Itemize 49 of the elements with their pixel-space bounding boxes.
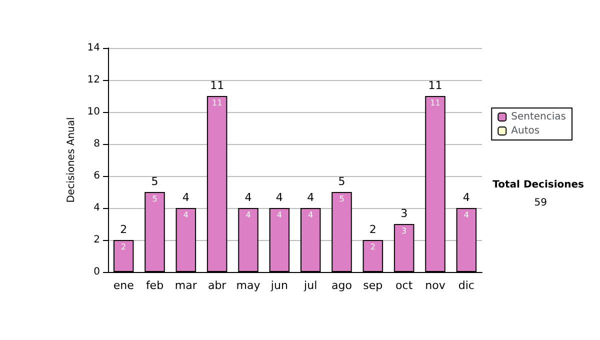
total-label: 4 — [462, 191, 470, 204]
x-tick-label: abr — [208, 279, 227, 292]
text: Total Decisiones — [492, 180, 584, 190]
y-tick-label: 12 — [87, 74, 100, 86]
data-label: 5 — [339, 194, 344, 204]
data-label: 4 — [246, 210, 251, 220]
total-label: 4 — [307, 191, 314, 204]
x-tick-label: may — [236, 279, 261, 292]
total-label: 2 — [120, 223, 128, 236]
x-tick-label: oct — [396, 279, 414, 292]
text: 59 — [534, 198, 548, 208]
y-tick-label: 4 — [94, 202, 100, 214]
data-label: 4 — [183, 210, 188, 220]
y-tick-label: 14 — [87, 42, 100, 54]
total-label: 2 — [369, 223, 376, 236]
x-tick-label: jun — [270, 279, 288, 292]
legend-label: Autos — [511, 126, 540, 136]
y-tick-label: 8 — [94, 138, 100, 150]
total-label: 4 — [244, 191, 252, 204]
total-label: 11 — [428, 79, 442, 92]
x-tick-label: ago — [332, 279, 352, 292]
y-tick-label: 10 — [87, 106, 100, 118]
data-label: 3 — [402, 226, 407, 236]
data-label: 4 — [276, 210, 282, 220]
data-label: 4 — [464, 210, 469, 220]
total-label: 3 — [400, 207, 408, 220]
y-tick-label: 6 — [94, 170, 100, 182]
y-tick-label: 2 — [94, 234, 100, 246]
legend-label: Sentencias — [511, 112, 566, 122]
total-label: 5 — [151, 175, 158, 188]
total-label: 5 — [338, 175, 346, 188]
x-tick-label: jul — [303, 279, 318, 292]
x-tick-label: mar — [174, 279, 198, 292]
data-label: 5 — [152, 194, 158, 204]
data-label: 11 — [430, 98, 440, 108]
x-tick-label: dic — [458, 279, 474, 292]
total-label: 11 — [210, 79, 224, 92]
data-label: 2 — [370, 242, 376, 252]
y-tick-label: 0 — [94, 266, 100, 278]
data-label: 2 — [121, 242, 126, 252]
total-label: 4 — [182, 191, 190, 204]
x-tick-label: nov — [425, 279, 446, 292]
data-label: 11 — [212, 98, 222, 108]
data-label: 4 — [308, 210, 314, 220]
y-axis-title: Decisiones Anual — [66, 117, 77, 203]
total-label: 4 — [276, 191, 283, 204]
x-tick-label: ene — [113, 279, 134, 292]
x-tick-label: feb — [146, 279, 164, 292]
x-tick-label: sep — [363, 279, 383, 292]
